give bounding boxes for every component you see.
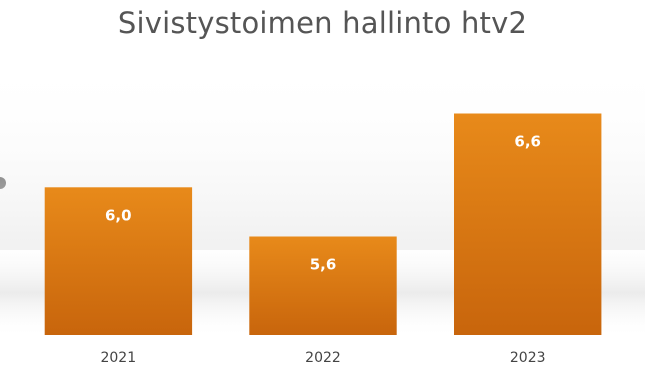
data-label-2023: 6,6 [514, 133, 541, 151]
bar-2021 [44, 187, 193, 335]
bar-2022 [249, 236, 397, 335]
ticks-layer: 2021 2022 2023 [100, 350, 545, 366]
bars-layer [44, 113, 602, 335]
chart-title: Sivistystoimen hallinto htv2 [117, 6, 528, 40]
x-tick-2021: 2021 [100, 350, 136, 366]
bar-2023 [454, 113, 602, 335]
labels-layer: 6,0 5,6 6,6 [105, 133, 541, 274]
data-label-2021: 6,0 [105, 206, 132, 224]
x-tick-2022: 2022 [305, 350, 341, 366]
x-tick-2023: 2023 [510, 350, 546, 366]
data-label-2022: 5,6 [310, 256, 337, 274]
